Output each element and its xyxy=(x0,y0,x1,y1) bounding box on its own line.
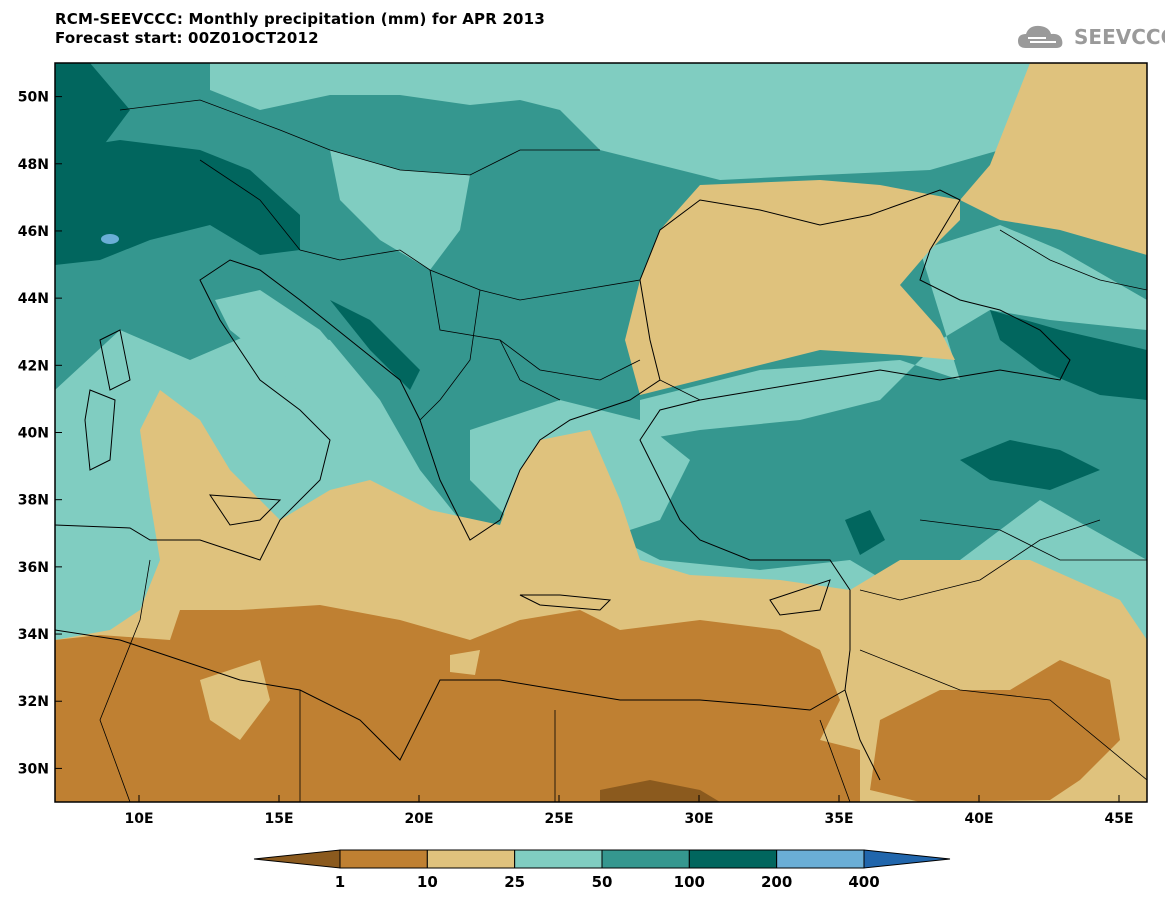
lon-tick-label: 30E xyxy=(684,811,713,827)
lon-tick-label: 25E xyxy=(544,811,573,827)
field-1-10-africa xyxy=(55,605,860,802)
chart-title: RCM-SEEVCCC: Monthly precipitation (mm) … xyxy=(55,10,545,28)
lat-tick-label: 30N xyxy=(18,761,49,777)
field-200-400-alps xyxy=(101,234,119,244)
field-25-50-north xyxy=(210,63,1040,180)
field-100-200-taurus xyxy=(960,440,1100,490)
lat-tick-label: 42N xyxy=(18,358,49,374)
field-25-50-adriatic xyxy=(215,290,400,470)
lon-tick-label: 40E xyxy=(964,811,993,827)
colorbar-bin xyxy=(688,849,778,869)
colorbar-label: 400 xyxy=(848,873,879,891)
seevccc-logo: SEEVCCC xyxy=(1016,22,1165,52)
lat-tick-label: 32N xyxy=(18,694,49,710)
borders xyxy=(99,99,1147,802)
colorbar-bin xyxy=(514,849,603,869)
field-10-25-blacksea xyxy=(625,180,960,395)
field-25-50-east xyxy=(640,225,1147,440)
lat-tick-label: 40N xyxy=(18,426,49,442)
field-100-200-caucasus xyxy=(990,310,1147,400)
lat-tick-label: 34N xyxy=(18,627,49,643)
colorbar-high-extend xyxy=(863,849,951,869)
lon-tick-label: 45E xyxy=(1104,811,1133,827)
field-25-50-hungary xyxy=(330,150,470,270)
field-lt1-desert xyxy=(600,780,720,802)
chart-title-block: RCM-SEEVCCC: Monthly precipitation (mm) … xyxy=(55,10,545,48)
colorbar-bin xyxy=(426,849,516,869)
colorbar-label: 50 xyxy=(592,873,613,891)
colorbar-label: 100 xyxy=(674,873,705,891)
field-10-25-hole1 xyxy=(200,660,270,740)
lat-tick-label: 48N xyxy=(18,157,49,173)
lon-axis: 10E 15E 20E 25E 30E 35E 40E 45E xyxy=(124,795,1134,827)
lat-tick-label: 36N xyxy=(18,560,49,576)
field-100-200-amanus xyxy=(845,510,885,555)
colorbar: 1 10 25 50 100 200 400 xyxy=(253,849,951,891)
lon-tick-label: 35E xyxy=(824,811,853,827)
colorbar-low-extend xyxy=(253,849,341,869)
lat-tick-label: 44N xyxy=(18,291,49,307)
lon-tick-label: 15E xyxy=(264,811,293,827)
field-10-25-hole2 xyxy=(450,650,480,675)
field-1-10-arabia xyxy=(870,660,1120,802)
field-100-200-dinaric xyxy=(330,300,420,390)
colorbar-label: 1 xyxy=(335,873,345,891)
lat-tick-label: 50N xyxy=(18,90,49,106)
field-100-200-alps xyxy=(55,140,300,265)
colorbar-bin xyxy=(339,849,428,869)
cloud-icon xyxy=(1018,25,1063,48)
field-10-25-russia xyxy=(960,63,1147,255)
colorbar-bin xyxy=(776,849,865,869)
colorbar-bin xyxy=(601,849,690,869)
colorbar-label: 200 xyxy=(761,873,792,891)
logo-text: SEEVCCC xyxy=(1074,25,1165,49)
lon-tick-label: 10E xyxy=(124,811,153,827)
field-100-200-north xyxy=(55,63,130,150)
lat-tick-label: 38N xyxy=(18,493,49,509)
lat-axis: 30N 32N 34N 36N 38N 40N 42N 44N 46N 48N 50N xyxy=(18,90,62,777)
lat-tick-label: 46N xyxy=(18,224,49,240)
map-fields xyxy=(55,63,1147,802)
chart-subtitle: Forecast start: 00Z01OCT2012 xyxy=(55,29,319,47)
lon-tick-label: 20E xyxy=(404,811,433,827)
coastlines xyxy=(55,189,1071,781)
colorbar-label: 10 xyxy=(417,873,438,891)
colorbar-label: 25 xyxy=(504,873,525,891)
